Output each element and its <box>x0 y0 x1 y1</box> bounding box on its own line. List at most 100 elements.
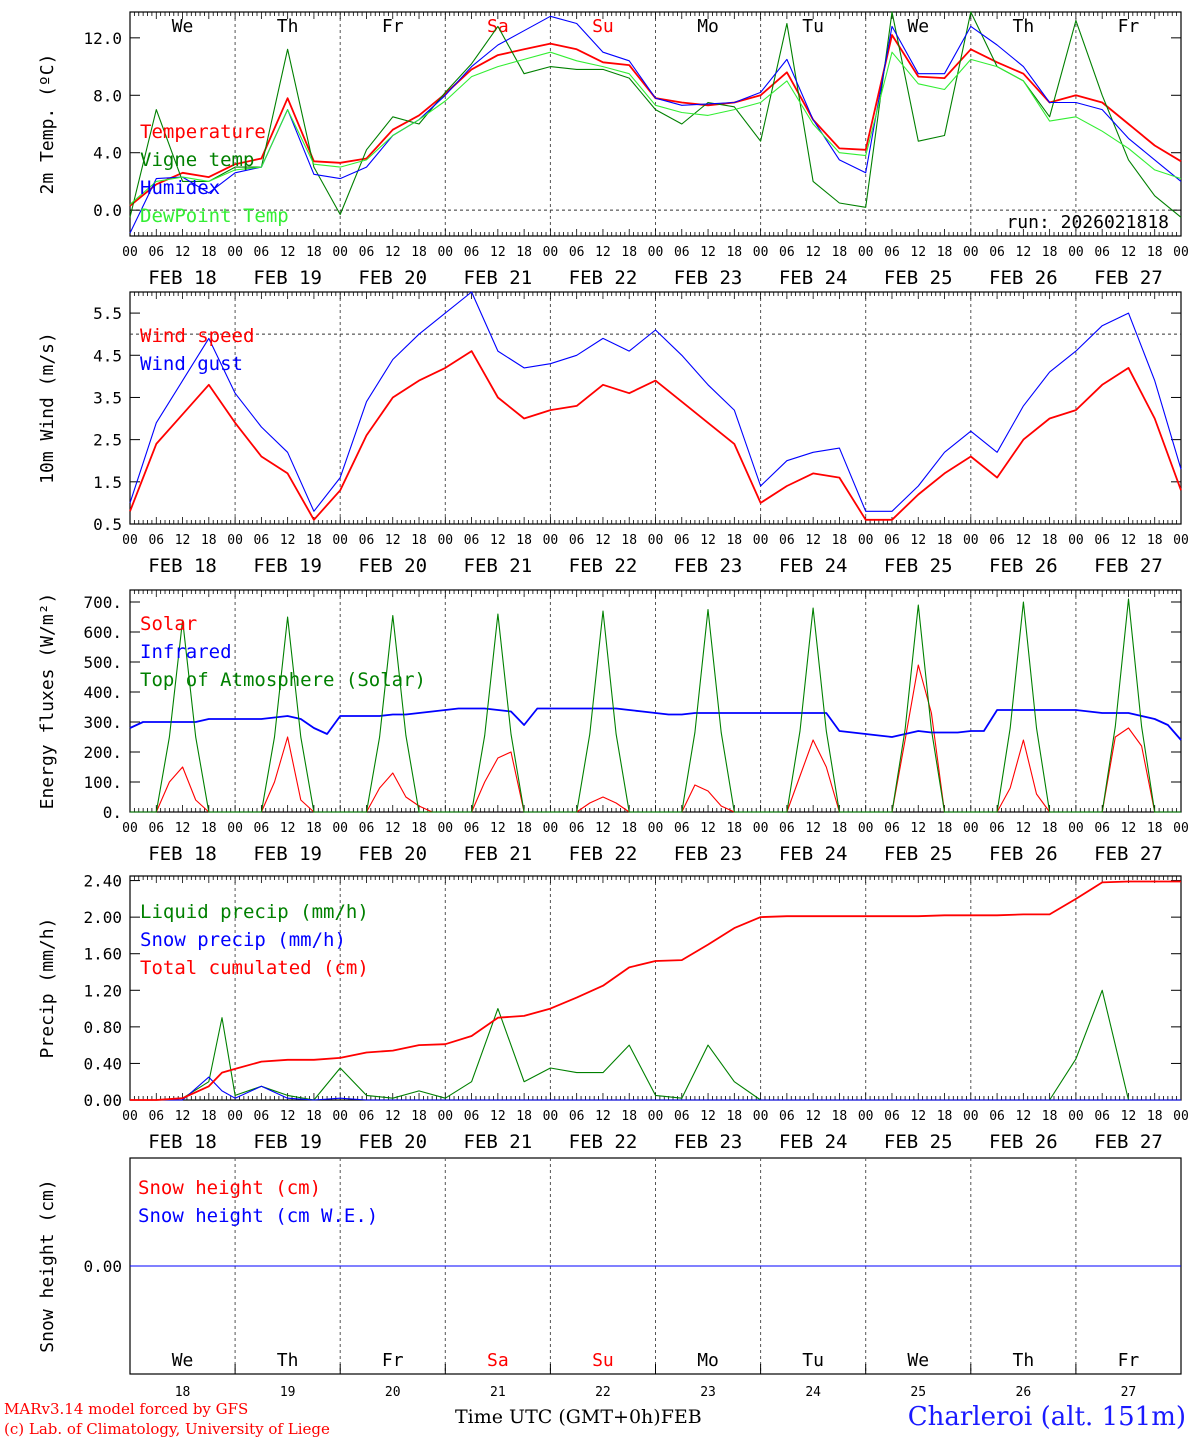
series-line <box>129 291 1182 512</box>
x-hour-label: 06 <box>254 821 270 836</box>
x-hour-label: 06 <box>1094 1109 1110 1124</box>
x-hour-label: 06 <box>359 821 375 836</box>
weekday-label: We <box>907 16 929 37</box>
x-hour-label: 06 <box>674 533 690 548</box>
x-hour-label: 18 <box>726 821 742 836</box>
weekday-label: We <box>907 1350 929 1371</box>
y-tick-label: 3.5 <box>93 388 122 407</box>
legend-entry: DewPoint Temp <box>140 205 289 227</box>
y-tick-label: 100. <box>83 773 122 792</box>
x-hour-label: 06 <box>674 245 690 260</box>
x-date-label: FEB 21 <box>464 1131 533 1153</box>
y-tick-label: 1.60 <box>83 945 122 964</box>
x-hour-label: 12 <box>175 533 191 548</box>
y-axis-title: Energy fluxes (W/m²) <box>37 593 58 810</box>
legend-entry: Snow height (cm) <box>138 1177 321 1199</box>
x-hour-label: 18 <box>306 821 322 836</box>
x-date-label: FEB 18 <box>148 1131 217 1153</box>
x-hour-label: 00 <box>753 533 769 548</box>
weekday-label: Su <box>592 1350 614 1371</box>
time-axis-title: Time UTC (GMT+0h)FEB <box>455 1406 702 1428</box>
x-hour-label: 18 <box>937 533 953 548</box>
x-hour-label: 12 <box>805 1109 821 1124</box>
x-hour-label: 12 <box>385 533 401 548</box>
x-hour-label: 00 <box>332 533 348 548</box>
time-axis-label: Time UTC (GMT+0h) <box>455 1406 661 1428</box>
x-date-label: FEB 19 <box>253 267 322 289</box>
x-hour-label: 18 <box>516 821 532 836</box>
legend-entry: Wind gust <box>140 353 243 375</box>
x-hour-label: 18 <box>726 245 742 260</box>
x-hour-label: 06 <box>359 533 375 548</box>
x-hour-label: 18 <box>937 1109 953 1124</box>
x-hour-label: 06 <box>569 821 585 836</box>
x-hour-label: 18 <box>937 245 953 260</box>
y-tick-label: 8.0 <box>93 86 122 105</box>
x-hour-label: 06 <box>148 1109 164 1124</box>
x-hour-label: 18 <box>516 245 532 260</box>
x-hour-label: 00 <box>1068 821 1084 836</box>
y-tick-label: 2.5 <box>93 431 122 450</box>
weekday-label: Fr <box>382 16 404 37</box>
weekday-label: Tu <box>802 1350 824 1371</box>
x-date-label: FEB 25 <box>884 1131 953 1153</box>
y-tick-label: 1.5 <box>93 473 122 492</box>
series-line <box>129 707 1182 741</box>
y-tick-label: 0.80 <box>83 1018 122 1037</box>
x-hour-label: 06 <box>989 821 1005 836</box>
x-hour-label: 06 <box>884 1109 900 1124</box>
x-hour-label: 00 <box>122 245 138 260</box>
x-hour-label: 00 <box>122 533 138 548</box>
x-hour-label: 06 <box>1094 533 1110 548</box>
x-date-label: FEB 20 <box>358 1131 427 1153</box>
x-hour-label: 00 <box>648 533 664 548</box>
y-tick-label: 700. <box>83 593 122 612</box>
x-hour-label: 00 <box>963 245 979 260</box>
x-hour-label: 18 <box>832 1109 848 1124</box>
x-hour-label: 06 <box>148 245 164 260</box>
x-date-label: FEB 23 <box>674 1131 743 1153</box>
x-hour-label: 12 <box>1016 1109 1032 1124</box>
weekday-label: Th <box>1013 1350 1035 1371</box>
y-tick-label: 12.0 <box>83 29 122 48</box>
x-hour-label: 00 <box>648 1109 664 1124</box>
x-date-label: FEB 22 <box>569 843 638 865</box>
station-title: Charleroi (alt. 151m) <box>907 1402 1186 1432</box>
series-line <box>130 598 1181 813</box>
legend-entry: Wind speed <box>140 325 254 347</box>
x-hour-label: 00 <box>332 1109 348 1124</box>
x-hour-label: 12 <box>490 1109 506 1124</box>
x-date-label: FEB 21 <box>464 555 533 577</box>
x-date-label: FEB 25 <box>884 555 953 577</box>
x-hour-label: 18 <box>726 533 742 548</box>
meteogram: 0.0 4.0 8.0 12.0 2m Temp. (ºC) 00 06 12 18 FEB 18… <box>37 11 1189 1400</box>
x-hour-label: 06 <box>148 821 164 836</box>
x-hour-label: 00 <box>858 533 874 548</box>
x-hour-label: 18 <box>1042 533 1058 548</box>
x-date-label: FEB 25 <box>884 267 953 289</box>
x-date-label: FEB 26 <box>989 267 1058 289</box>
x-hour-label: 06 <box>989 1109 1005 1124</box>
x-hour-label: 06 <box>884 821 900 836</box>
x-hour-label: 00 <box>437 245 453 260</box>
weekday-label: We <box>172 1350 194 1371</box>
y-tick-label: 2.00 <box>83 908 122 927</box>
x-hour-label: 00 <box>332 245 348 260</box>
x-hour-label: 18 <box>621 821 637 836</box>
y-tick-label: 0.5 <box>93 515 122 534</box>
x-hour-label: 00 <box>437 533 453 548</box>
x-hour-label: 12 <box>280 245 296 260</box>
x-hour-label: 18 <box>1147 1109 1163 1124</box>
x-hour-label: 12 <box>1121 533 1137 548</box>
x-hour-label: 12 <box>1016 245 1032 260</box>
x-hour-label: 00 <box>858 821 874 836</box>
x-hour-label: 00 <box>122 821 138 836</box>
x-date-label: FEB 26 <box>989 555 1058 577</box>
x-hour-label: 18 <box>621 1109 637 1124</box>
x-hour-label: 12 <box>1016 821 1032 836</box>
x-hour-label: 18 <box>621 533 637 548</box>
x-hour-label: 00 <box>227 245 243 260</box>
x-hour-label: 00 <box>227 821 243 836</box>
day-number-label: 25 <box>910 1385 926 1400</box>
x-hour-label: 12 <box>175 245 191 260</box>
